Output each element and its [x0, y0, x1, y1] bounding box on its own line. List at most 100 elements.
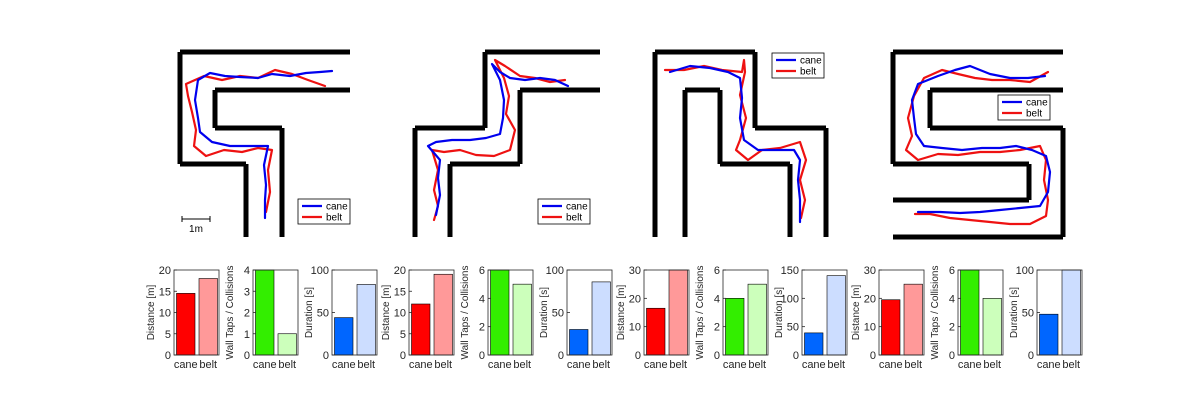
- belt-trajectory: [430, 58, 567, 222]
- bar-cane: [490, 269, 510, 356]
- x-tick-label: cane: [802, 359, 826, 371]
- y-tick-label: 0: [400, 350, 406, 362]
- y-tick-label: 30: [629, 265, 641, 277]
- bar-cane: [960, 269, 980, 356]
- y-tick-label: 100: [781, 293, 799, 305]
- cane-trajectory: [910, 64, 1052, 215]
- x-tick-label: belt: [983, 359, 1001, 371]
- y-tick-label: 10: [159, 308, 171, 320]
- bar-belt: [1061, 269, 1081, 356]
- axes-box: [643, 269, 690, 356]
- y-tick-label: 30: [864, 265, 876, 277]
- bar-cane: [334, 317, 354, 356]
- x-tick-label: belt: [827, 359, 845, 371]
- bar-belt: [277, 333, 297, 356]
- scale-bar-label: 1m: [189, 224, 203, 235]
- map-4-walls: [890, 49, 1066, 240]
- bar-cane: [646, 307, 666, 356]
- y-axis-label: Duration [s]: [1009, 287, 1020, 338]
- y-tick-label: 50: [317, 308, 329, 320]
- x-tick-label: belt: [513, 359, 531, 371]
- y-axis-label: Duration [s]: [774, 287, 785, 338]
- y-tick-label: 20: [864, 293, 876, 305]
- bar-cane: [176, 293, 196, 356]
- y-tick-label: 10: [394, 308, 406, 320]
- bar-cane: [1039, 313, 1059, 356]
- y-tick-label: 100: [546, 265, 564, 277]
- bar-belt: [591, 281, 611, 356]
- y-tick-label: 20: [394, 265, 406, 277]
- x-tick-label: cane: [723, 359, 747, 371]
- bar-cane: [881, 299, 901, 356]
- x-tick-label: belt: [669, 359, 687, 371]
- bar-chart-12: cane belt 0 50 100 Duration [s]: [1009, 265, 1083, 371]
- map-1-walls: [177, 49, 350, 237]
- legend-label-cane: cane: [566, 202, 588, 213]
- y-tick-label: 10: [864, 322, 876, 334]
- y-tick-label: 4: [479, 293, 485, 305]
- bar-cane: [804, 332, 824, 356]
- y-tick-label: 0: [635, 350, 641, 362]
- y-tick-label: 3: [244, 286, 250, 298]
- x-tick-label: cane: [174, 359, 198, 371]
- cane-trajectory: [193, 69, 334, 220]
- bar-belt: [433, 273, 453, 356]
- bar-chart-9: cane belt 0 50 100 150 Duration [s]: [774, 265, 848, 371]
- y-tick-label: 0: [1028, 350, 1034, 362]
- y-tick-label: 20: [629, 293, 641, 305]
- bar-belt: [356, 284, 376, 356]
- bar-chart-11: cane belt 0 2 4 6 Wall Taps / Collisions: [930, 265, 1004, 371]
- x-tick-label: cane: [488, 359, 512, 371]
- y-tick-label: 0: [870, 350, 876, 362]
- legend-box: [297, 198, 351, 225]
- y-axis-label: Wall Taps / Collisions: [460, 266, 471, 360]
- bar-chart-2: cane belt 0 1 2 3 4 Wall Taps / Collisions: [225, 265, 299, 371]
- x-tick-label: cane: [879, 359, 903, 371]
- bar-belt: [982, 298, 1002, 356]
- bar-belt: [668, 269, 688, 356]
- y-tick-label: 4: [244, 265, 250, 277]
- axes-box: [487, 269, 534, 356]
- bar-chart-3: cane belt 0 50 100 Duration [s]: [304, 265, 378, 371]
- y-axis-label: Wall Taps / Collisions: [225, 266, 236, 360]
- axes-box: [957, 269, 1004, 356]
- x-tick-label: belt: [278, 359, 296, 371]
- y-tick-label: 50: [552, 308, 564, 320]
- y-axis-label: Distance [m]: [381, 284, 392, 340]
- y-tick-label: 2: [714, 322, 720, 334]
- x-tick-label: cane: [958, 359, 982, 371]
- x-tick-label: cane: [567, 359, 591, 371]
- axes-box: [801, 269, 848, 356]
- bar-cane: [569, 329, 589, 356]
- y-tick-label: 2: [244, 308, 250, 320]
- legend-box: [771, 52, 825, 79]
- x-tick-label: belt: [199, 359, 217, 371]
- axes-box: [878, 269, 925, 356]
- legend-box: [997, 94, 1051, 121]
- y-tick-label: 100: [311, 265, 329, 277]
- x-tick-label: cane: [409, 359, 433, 371]
- y-axis-label: Wall Taps / Collisions: [695, 266, 706, 360]
- x-tick-label: belt: [904, 359, 922, 371]
- y-tick-label: 0: [793, 350, 799, 362]
- y-axis-label: Wall Taps / Collisions: [930, 266, 941, 360]
- legend-label-belt: belt: [1026, 109, 1042, 120]
- bar-belt: [747, 283, 767, 356]
- y-axis-label: Distance [m]: [146, 284, 157, 340]
- y-tick-label: 0: [323, 350, 329, 362]
- x-tick-label: belt: [434, 359, 452, 371]
- y-tick-label: 0: [244, 350, 250, 362]
- y-tick-label: 50: [787, 322, 799, 334]
- y-axis-label: Distance [m]: [851, 284, 862, 340]
- y-tick-label: 5: [400, 329, 406, 341]
- y-tick-label: 0: [714, 350, 720, 362]
- cane-trajectory: [668, 64, 802, 224]
- bar-belt: [198, 278, 218, 356]
